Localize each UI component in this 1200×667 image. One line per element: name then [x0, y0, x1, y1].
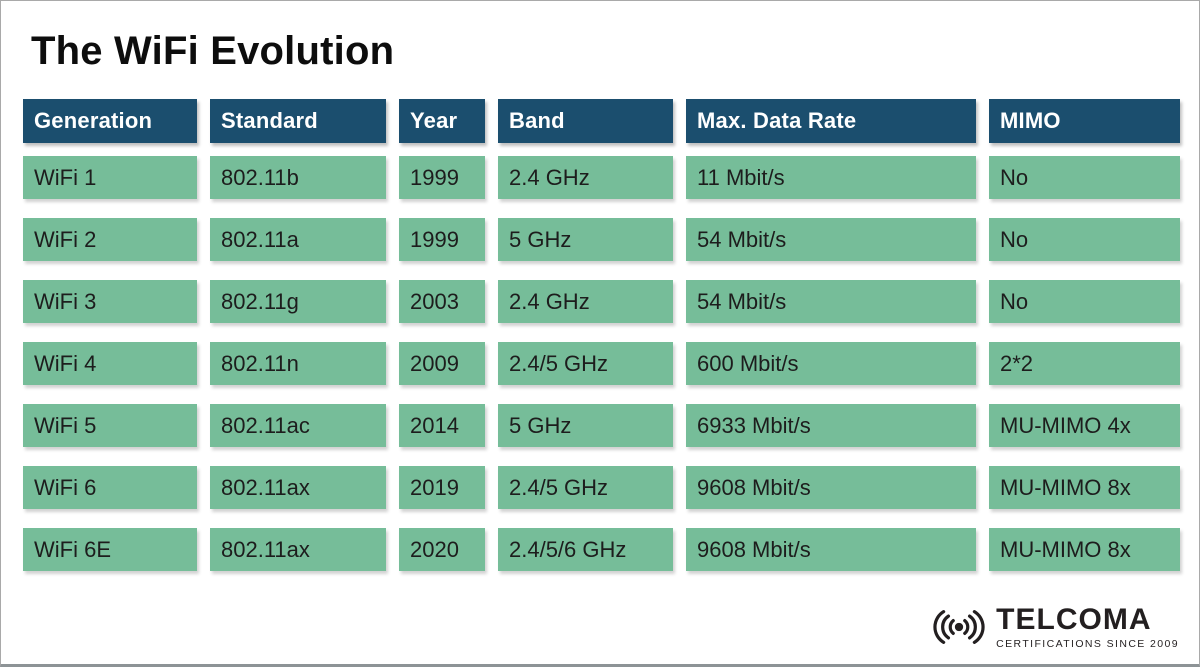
cell-mimo-row2: No [989, 218, 1180, 261]
cell-generation-row3: WiFi 3 [23, 280, 197, 323]
cell-year-row7: 2020 [399, 528, 485, 571]
cell-year-row6: 2019 [399, 466, 485, 509]
header-cell-standard: Standard [210, 99, 386, 143]
brand-logo: TELCOMA CERTIFICATIONS SINCE 2009 [927, 600, 1179, 654]
cell-year-row2: 1999 [399, 218, 485, 261]
table-body: WiFi 1 802.11b 1999 2.4 GHz 11 Mbit/s No WiFi … [23, 156, 1180, 571]
header-cell-generation: Generation [23, 99, 197, 143]
cell-max_data_rate-row4: 600 Mbit/s [686, 342, 976, 385]
cell-standard-row3: 802.11g [210, 280, 386, 323]
cell-max_data_rate-row7: 9608 Mbit/s [686, 528, 976, 571]
cell-band-row4: 2.4/5 GHz [498, 342, 673, 385]
cell-generation-row1: WiFi 1 [23, 156, 197, 199]
cell-standard-row5: 802.11ac [210, 404, 386, 447]
cell-year-row1: 1999 [399, 156, 485, 199]
cell-generation-row6: WiFi 6 [23, 466, 197, 509]
cell-mimo-row1: No [989, 156, 1180, 199]
cell-mimo-row3: No [989, 280, 1180, 323]
brand-text-block: TELCOMA CERTIFICATIONS SINCE 2009 [996, 602, 1179, 650]
cell-generation-row4: WiFi 4 [23, 342, 197, 385]
page-title: The WiFi Evolution [31, 29, 395, 73]
cell-standard-row1: 802.11b [210, 156, 386, 199]
header-cell-band: Band [498, 99, 673, 143]
cell-generation-row5: WiFi 5 [23, 404, 197, 447]
wifi-evolution-table: Generation Standard Year Band Max. Data Rate… [23, 99, 1180, 571]
cell-max_data_rate-row1: 11 Mbit/s [686, 156, 976, 199]
cell-band-row3: 2.4 GHz [498, 280, 673, 323]
cell-standard-row7: 802.11ax [210, 528, 386, 571]
cell-max_data_rate-row2: 54 Mbit/s [686, 218, 976, 261]
table-header-row: Generation Standard Year Band Max. Data Rate… [23, 99, 1180, 143]
brand-name: TELCOMA [996, 602, 1152, 636]
cell-generation-row2: WiFi 2 [23, 218, 197, 261]
cell-max_data_rate-row5: 6933 Mbit/s [686, 404, 976, 447]
cell-year-row4: 2009 [399, 342, 485, 385]
header-cell-mimo: MIMO [989, 99, 1180, 143]
cell-band-row7: 2.4/5/6 GHz [498, 528, 673, 571]
cell-mimo-row5: MU-MIMO 4x [989, 404, 1180, 447]
cell-standard-row4: 802.11n [210, 342, 386, 385]
cell-max_data_rate-row3: 54 Mbit/s [686, 280, 976, 323]
cell-year-row5: 2014 [399, 404, 485, 447]
wifi-signal-icon [933, 610, 985, 644]
cell-max_data_rate-row6: 9608 Mbit/s [686, 466, 976, 509]
cell-mimo-row6: MU-MIMO 8x [989, 466, 1180, 509]
cell-generation-row7: WiFi 6E [23, 528, 197, 571]
cell-band-row2: 5 GHz [498, 218, 673, 261]
cell-mimo-row7: MU-MIMO 8x [989, 528, 1180, 571]
cell-standard-row2: 802.11a [210, 218, 386, 261]
cell-band-row5: 5 GHz [498, 404, 673, 447]
cell-standard-row6: 802.11ax [210, 466, 386, 509]
brand-tagline: CERTIFICATIONS SINCE 2009 [996, 637, 1179, 650]
cell-band-row6: 2.4/5 GHz [498, 466, 673, 509]
cell-year-row3: 2003 [399, 280, 485, 323]
header-cell-year: Year [399, 99, 485, 143]
cell-band-row1: 2.4 GHz [498, 156, 673, 199]
cell-mimo-row4: 2*2 [989, 342, 1180, 385]
header-cell-max_data_rate: Max. Data Rate [686, 99, 976, 143]
